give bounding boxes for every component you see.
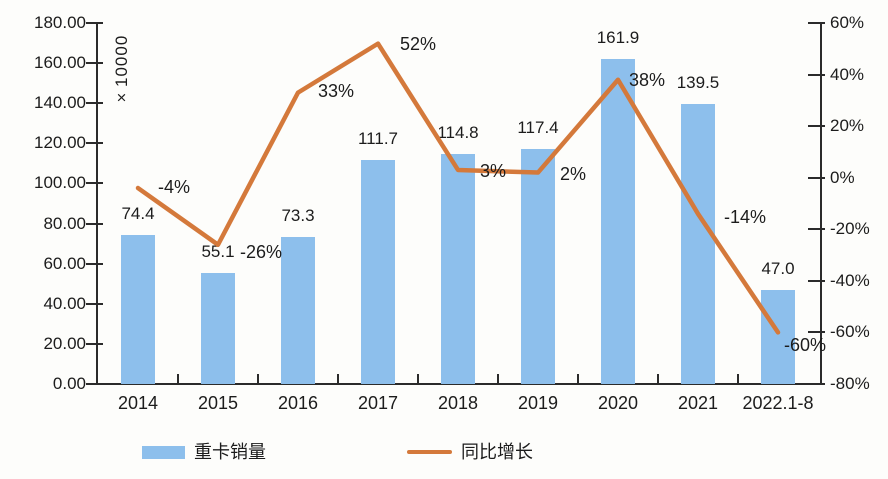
y-right-tick — [808, 228, 825, 231]
y-left-tick-label: 20.00 — [43, 333, 86, 353]
x-category-label: 2018 — [437, 393, 479, 413]
bar-value-label: 117.4 — [517, 117, 559, 137]
y-left-tick-label: 140.00 — [34, 93, 86, 113]
y-left-tick-label: 60.00 — [43, 253, 86, 273]
y-right-tick — [808, 73, 825, 76]
legend-item-yoy-growth: 同比增长 — [407, 440, 533, 464]
legend-item-truck-sales: 重卡销量 — [142, 440, 266, 464]
y-left-tick — [86, 302, 103, 305]
y-right-tick-label: -20% — [830, 219, 870, 239]
line-value-label: -14% — [724, 206, 767, 227]
x-boundary-tick — [257, 374, 259, 383]
y-left-tick-label: 120.00 — [34, 133, 86, 153]
y-left-tick-label: 40.00 — [43, 293, 86, 313]
y-right-tick-label: -40% — [830, 270, 870, 290]
y-left-tick — [86, 62, 103, 65]
x-axis-line — [96, 383, 822, 385]
bar-value-label: 73.3 — [281, 205, 315, 225]
growth-line — [135, 41, 781, 335]
growth-line-layer — [135, 41, 781, 335]
bar-2016 — [281, 236, 315, 384]
bar-value-label: 161.9 — [596, 28, 640, 48]
bar-2022.1-8 — [761, 289, 795, 384]
y-right-tick — [808, 22, 825, 24]
x-category-label: 2014 — [117, 393, 159, 413]
y-right-tick-label: 60% — [830, 13, 865, 32]
x-boundary-tick — [417, 374, 419, 383]
bar-swatch-icon — [142, 445, 185, 459]
y-left-tick-label: 180.00 — [34, 13, 86, 32]
bar-value-label: 114.8 — [437, 122, 479, 142]
y-right-tick-label: 0% — [830, 167, 855, 187]
x-boundary-tick — [497, 374, 499, 383]
bar-value-label: 47.0 — [761, 258, 795, 278]
y-left-tick — [86, 342, 103, 345]
bar-2021 — [681, 104, 715, 384]
y-right-tick — [808, 383, 825, 385]
legend-label-yoy-growth: 同比增长 — [461, 442, 533, 462]
x-category-label: 2020 — [597, 393, 639, 413]
x-boundary-tick — [337, 374, 339, 383]
y-left-tick-label: 160.00 — [34, 53, 86, 73]
bar-value-label: 111.7 — [357, 128, 399, 148]
bar-2020 — [601, 59, 635, 384]
y-left-tick — [86, 142, 103, 145]
line-value-label: -60% — [784, 335, 827, 356]
line-swatch-icon — [407, 450, 452, 454]
x-category-label: 2022.1-8 — [742, 393, 814, 413]
y-axis-left-line — [96, 22, 98, 385]
x-category-label: 2017 — [357, 393, 399, 413]
bar-2018 — [441, 153, 475, 384]
line-value-label: 52% — [400, 33, 437, 54]
y-right-tick-label: -80% — [830, 374, 870, 393]
bar-2017 — [361, 159, 395, 384]
legend-label-truck-sales: 重卡销量 — [194, 442, 266, 462]
line-value-label: 33% — [318, 80, 355, 101]
x-boundary-tick — [577, 374, 579, 383]
x-category-label: 2016 — [277, 393, 319, 413]
x-category-label: 2019 — [517, 393, 559, 413]
y-right-tick — [808, 279, 825, 282]
y-right-tick-label: -60% — [830, 322, 870, 342]
line-value-label: 3% — [480, 160, 507, 181]
y-right-tick-label: 20% — [830, 116, 865, 136]
y-right-tick — [808, 125, 825, 128]
x-category-label: 2015 — [197, 393, 239, 413]
line-value-label: 38% — [629, 69, 666, 90]
bar-2019 — [521, 148, 555, 384]
bar-value-label: 55.1 — [201, 242, 235, 262]
x-category-label: 2021 — [677, 393, 719, 413]
bar-2015 — [201, 273, 235, 384]
x-boundary-tick — [177, 374, 179, 383]
y-left-tick-label: 0.00 — [52, 374, 86, 393]
line-value-label: -26% — [240, 241, 283, 262]
y-right-tick — [808, 331, 825, 334]
y-right-tick-label: 40% — [830, 64, 865, 84]
y-left-tick-label: 100.00 — [34, 173, 86, 193]
y-left-tick — [86, 102, 103, 105]
line-value-label: -4% — [158, 177, 191, 198]
y-left-tick — [86, 262, 103, 265]
y-left-tick-label: 80.00 — [43, 213, 86, 233]
y-right-tick — [808, 176, 825, 179]
y-left-tick — [86, 22, 103, 24]
bar-value-label: 139.5 — [676, 73, 720, 93]
bar-value-label: 74.4 — [121, 203, 155, 223]
line-value-label: 2% — [560, 163, 587, 184]
x-boundary-tick — [657, 374, 659, 383]
y-left-tick — [86, 222, 103, 225]
x-boundary-tick — [737, 374, 739, 383]
y-left-tick — [86, 383, 103, 385]
legend: 重卡销量 同比增长 — [0, 440, 888, 470]
y-axis-right-line — [820, 22, 822, 385]
bar-2014 — [121, 234, 155, 384]
y-left-tick — [86, 182, 103, 185]
